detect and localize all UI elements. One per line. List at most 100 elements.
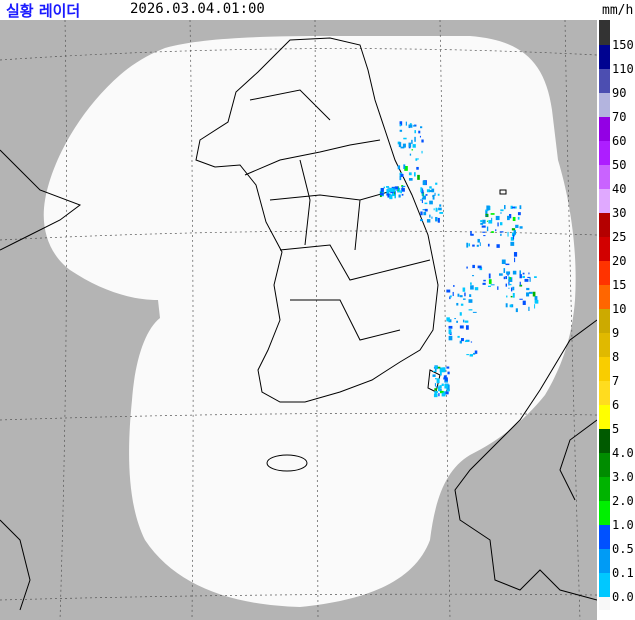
echo-cell [424,202,428,205]
echo-cell [434,388,438,391]
echo-cell [449,296,451,300]
echo-cell [474,350,478,354]
echo-cell [490,284,495,286]
echo-cell [519,205,522,210]
echo-cell [477,265,482,269]
echo-cell [429,190,433,193]
echo-cell [507,274,509,276]
echo-cell [497,286,499,290]
echo-cell [443,377,446,380]
legend-label: 5 [612,422,620,436]
echo-cell [439,388,442,392]
echo-cell [433,393,438,398]
legend-label: 90 [612,86,627,100]
echo-cell [505,303,508,308]
echo-cell [416,158,419,160]
echo-cell [420,187,423,193]
echo-cell [420,211,423,216]
echo-cell [400,173,404,177]
echo-cell [464,340,469,343]
echo-cell [506,271,511,275]
echo-cell [420,126,423,129]
echo-cell [411,139,413,144]
echo-cell [486,205,490,211]
echo-cell [423,211,427,216]
echo-cell [397,165,401,170]
echo-cell [466,354,469,356]
radar-map [0,20,597,620]
legend-label: 20 [612,254,627,268]
legend-label: 10 [612,302,627,316]
echo-cell [421,139,424,143]
echo-cell [460,338,464,342]
echo-cell [444,377,448,381]
echo-cell [379,192,384,196]
echo-cell [460,303,464,306]
jeju-island [266,454,308,472]
echo-cell [446,366,450,369]
echo-cell [510,295,513,298]
echo-cell [534,276,537,278]
echo-cell [435,182,438,185]
echo-cell [468,243,471,247]
echo-cell [439,204,442,207]
legend-label: 0.5 [612,542,634,556]
echo-cell [510,241,515,246]
echo-cell [408,172,412,176]
echo-cell [519,298,523,300]
echo-cell [443,375,447,378]
echo-cell [510,287,513,292]
echo-cell [465,325,469,330]
echo-cell [526,287,530,291]
echo-cell [474,287,479,291]
echo-cell [446,289,451,293]
echo-cell [487,285,491,287]
legend-label: 150 [612,38,634,52]
echo-cell [488,279,492,284]
echo-cell [532,291,536,297]
echo-cell [481,225,486,228]
echo-cell [459,295,463,298]
echo-cell [512,286,515,291]
echo-cell [422,180,426,185]
echo-cell [479,242,481,247]
legend-swatch [599,573,610,597]
echo-cell [509,277,512,280]
echo-cell [507,231,509,237]
echo-cell [491,231,494,233]
legend-swatch [599,597,610,610]
legend-swatch [599,525,610,549]
legend-swatch [599,69,610,93]
echo-cell [393,187,396,190]
legend-swatch [599,333,610,357]
echo-cell [448,319,452,323]
echo-cell [444,379,448,383]
echo-cell [505,263,510,266]
echo-cell [452,291,454,297]
echo-cell [483,235,486,237]
echo-cell [409,153,412,156]
echo-cell [420,199,423,201]
echo-cell [441,383,444,386]
echo-cell [486,220,489,222]
echo-cell [470,282,472,285]
echo-cell [488,220,493,224]
echo-cell [472,311,477,313]
dmz-line [244,139,381,176]
legend-swatch [599,501,610,525]
legend-label: 4.0 [612,446,634,460]
echo-cell [438,207,442,211]
echo-cell [457,293,460,297]
legend-swatch [599,381,610,405]
echo-cell [431,188,435,193]
legend-swatch [599,405,610,429]
legend-label: 8 [612,350,620,364]
legend-label: 0.0 [612,590,634,604]
echo-cell [522,272,525,275]
echo-cell [429,186,432,189]
echo-cell [422,193,424,196]
echo-cell [401,185,406,188]
echo-cell [512,293,515,298]
coastlines [0,37,597,611]
